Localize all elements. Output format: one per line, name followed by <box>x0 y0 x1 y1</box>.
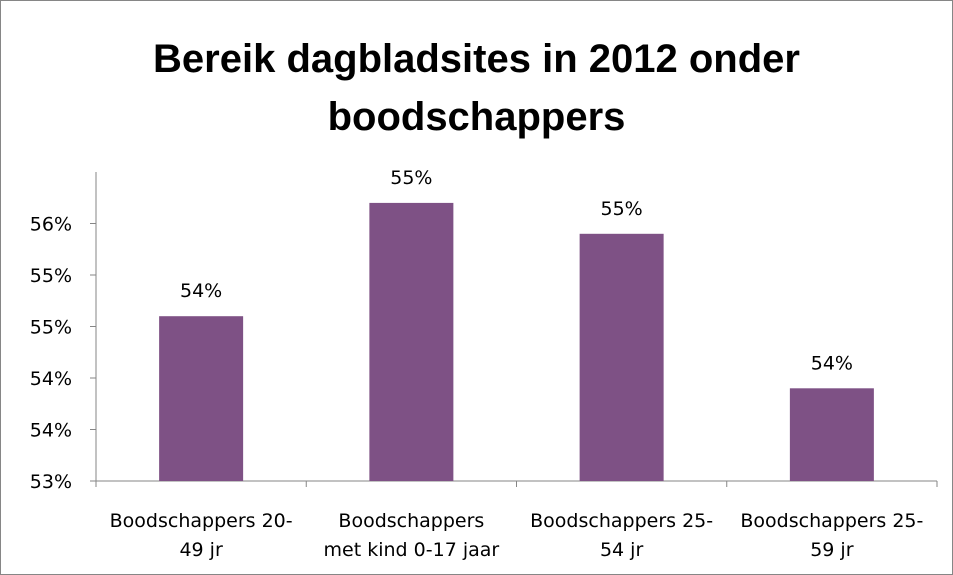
category-label: Boodschappers <box>338 510 484 532</box>
y-tick-label: 54% <box>30 420 72 442</box>
data-label: 54% <box>811 352 853 374</box>
category-label: 59 jr <box>810 539 853 561</box>
bar <box>789 388 874 481</box>
category-label: 49 jr <box>179 539 222 561</box>
category-label: Boodschappers 25- <box>740 510 923 532</box>
y-tick-label: 53% <box>30 471 72 493</box>
bar <box>369 202 454 481</box>
category-label: 54 jr <box>600 539 643 561</box>
y-tick-label: 55% <box>30 317 72 339</box>
y-tick-label: 54% <box>30 368 72 390</box>
category-label: met kind 0-17 jaar <box>324 539 500 561</box>
y-tick-label: 55% <box>30 265 72 287</box>
bar <box>159 316 244 481</box>
category-label: Boodschappers 25- <box>530 510 713 532</box>
data-label: 55% <box>601 198 643 220</box>
bar <box>579 233 664 481</box>
chart-title: Bereik dagbladsites in 2012 onder boodsc… <box>153 37 800 139</box>
data-label: 54% <box>180 280 222 302</box>
category-label: Boodschappers 20- <box>110 510 293 532</box>
y-tick-label: 56% <box>30 214 72 236</box>
data-label: 55% <box>390 167 432 189</box>
